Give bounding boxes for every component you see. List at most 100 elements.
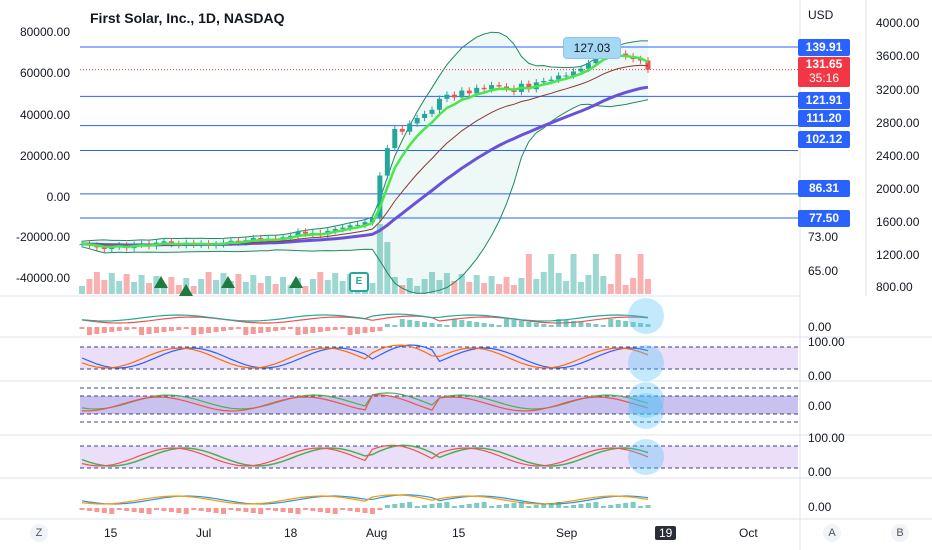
candle-body <box>369 218 375 223</box>
volume-bar <box>242 282 249 294</box>
volume-bar <box>108 273 115 294</box>
candle-body <box>645 60 651 70</box>
volume-bar <box>421 279 428 294</box>
candle-body <box>355 224 361 226</box>
candle-body <box>436 98 442 110</box>
volume-bar <box>540 272 547 294</box>
volume-bar <box>577 282 584 294</box>
x-axis-label: 15 <box>104 526 118 540</box>
price-tag-111-20[interactable]: 111.20 <box>798 110 850 127</box>
osc-histogram-bar <box>615 320 621 327</box>
osc-histogram-bar <box>623 321 629 327</box>
volume-bar <box>324 280 331 294</box>
volume-bar <box>570 254 577 294</box>
buy-signal-icon <box>179 284 193 296</box>
osc-histogram-bar <box>533 323 539 327</box>
osc-histogram-bar <box>362 327 368 333</box>
symbol-title[interactable]: First Solar, Inc., 1D, NASDAQ <box>90 10 285 26</box>
osc-histogram-bar <box>578 322 584 327</box>
volume-bar <box>525 254 532 294</box>
macd-histogram-bar <box>302 508 308 510</box>
osc-histogram-bar <box>422 322 428 327</box>
candle-body <box>466 90 472 94</box>
volume-bar <box>518 278 525 294</box>
currency-label[interactable]: USD <box>808 8 834 22</box>
osc-histogram-bar <box>645 324 651 327</box>
volume-bar <box>466 282 473 294</box>
macd-histogram-bar <box>295 508 301 514</box>
macd-histogram-bar <box>444 502 450 508</box>
candle-body <box>541 81 547 83</box>
auto-scale-button[interactable]: A <box>823 524 841 542</box>
osc-histogram-bar <box>131 327 137 329</box>
osc-histogram-bar <box>94 327 100 334</box>
price-tag-86-31[interactable]: 86.31 <box>798 180 850 197</box>
osc-histogram-bar <box>146 327 152 334</box>
x-axis-label: 18 <box>284 526 298 540</box>
macd-histogram-bar <box>94 508 100 512</box>
osc-histogram-bar <box>504 319 509 327</box>
right-axis-label: 2000.00 <box>876 182 920 196</box>
candle-body <box>556 75 562 80</box>
zoom-reset-button[interactable]: Z <box>30 524 48 542</box>
price-callout[interactable]: 127.03 <box>563 37 621 59</box>
macd-histogram-bar <box>198 508 204 511</box>
osc-histogram-bar <box>481 323 487 327</box>
candle-body <box>593 54 599 64</box>
stoch2-line-red <box>81 444 649 467</box>
osc-histogram-bar <box>585 323 591 327</box>
volume-bar <box>220 273 227 294</box>
candle-body <box>392 128 398 149</box>
price-tag-121-91[interactable]: 121.91 <box>798 92 850 109</box>
candle-body <box>295 231 301 236</box>
price-tag-139-91[interactable]: 139.91 <box>798 39 850 56</box>
price-tag-102-12[interactable]: 102.12 <box>798 131 850 148</box>
osc-histogram-bar <box>518 321 524 327</box>
volume-bar <box>146 283 153 294</box>
candle-body <box>474 87 480 94</box>
osc-histogram-bar <box>384 324 390 327</box>
osc-histogram-bar <box>392 325 398 327</box>
osc-histogram-bar <box>265 327 271 332</box>
macd-histogram-bar <box>362 508 368 513</box>
volume-bar <box>86 279 93 294</box>
macd-histogram-bar <box>615 504 621 508</box>
log-scale-button[interactable]: B <box>891 524 909 542</box>
osc-histogram-bar <box>407 320 413 327</box>
candle-body <box>422 113 428 118</box>
osc-histogram-bar <box>459 320 465 327</box>
macd-histogram-bar <box>466 504 472 508</box>
macd-histogram-bar <box>384 505 390 508</box>
osc-histogram-bar <box>466 321 472 327</box>
price-tag-77-50[interactable]: 77.50 <box>798 210 850 227</box>
left-axis-label: 20000.00 <box>19 149 70 163</box>
stoch-d-line <box>81 344 649 369</box>
candle-body <box>399 128 405 132</box>
macd-histogram-bar <box>250 508 256 513</box>
osc-histogram-bar <box>317 327 323 332</box>
last-price-tag[interactable]: 131.65 35:16 <box>798 57 850 87</box>
macd-histogram-bar <box>593 502 599 508</box>
volume-bar <box>302 286 309 294</box>
candle-body <box>489 85 495 90</box>
macd-histogram-bar <box>213 508 219 513</box>
candle-body <box>332 228 338 231</box>
volume-bar <box>555 273 562 294</box>
candle-body <box>638 59 644 61</box>
osc-histogram-bar <box>563 320 569 327</box>
candle-body <box>451 94 457 98</box>
volume-bar <box>473 275 480 294</box>
candle-body <box>288 235 294 238</box>
candle-body <box>347 225 353 228</box>
osc-histogram-bar <box>124 327 130 330</box>
osc-histogram-bar <box>355 327 361 334</box>
volume-bar <box>503 277 510 294</box>
macd-histogram-bar <box>436 503 442 508</box>
highlight-circle <box>628 345 664 381</box>
volume-bar <box>116 281 123 294</box>
osc-histogram-bar <box>474 322 480 327</box>
earnings-icon[interactable]: E <box>349 272 369 292</box>
osc-histogram-bar <box>444 325 450 327</box>
volume-bar <box>436 280 443 294</box>
